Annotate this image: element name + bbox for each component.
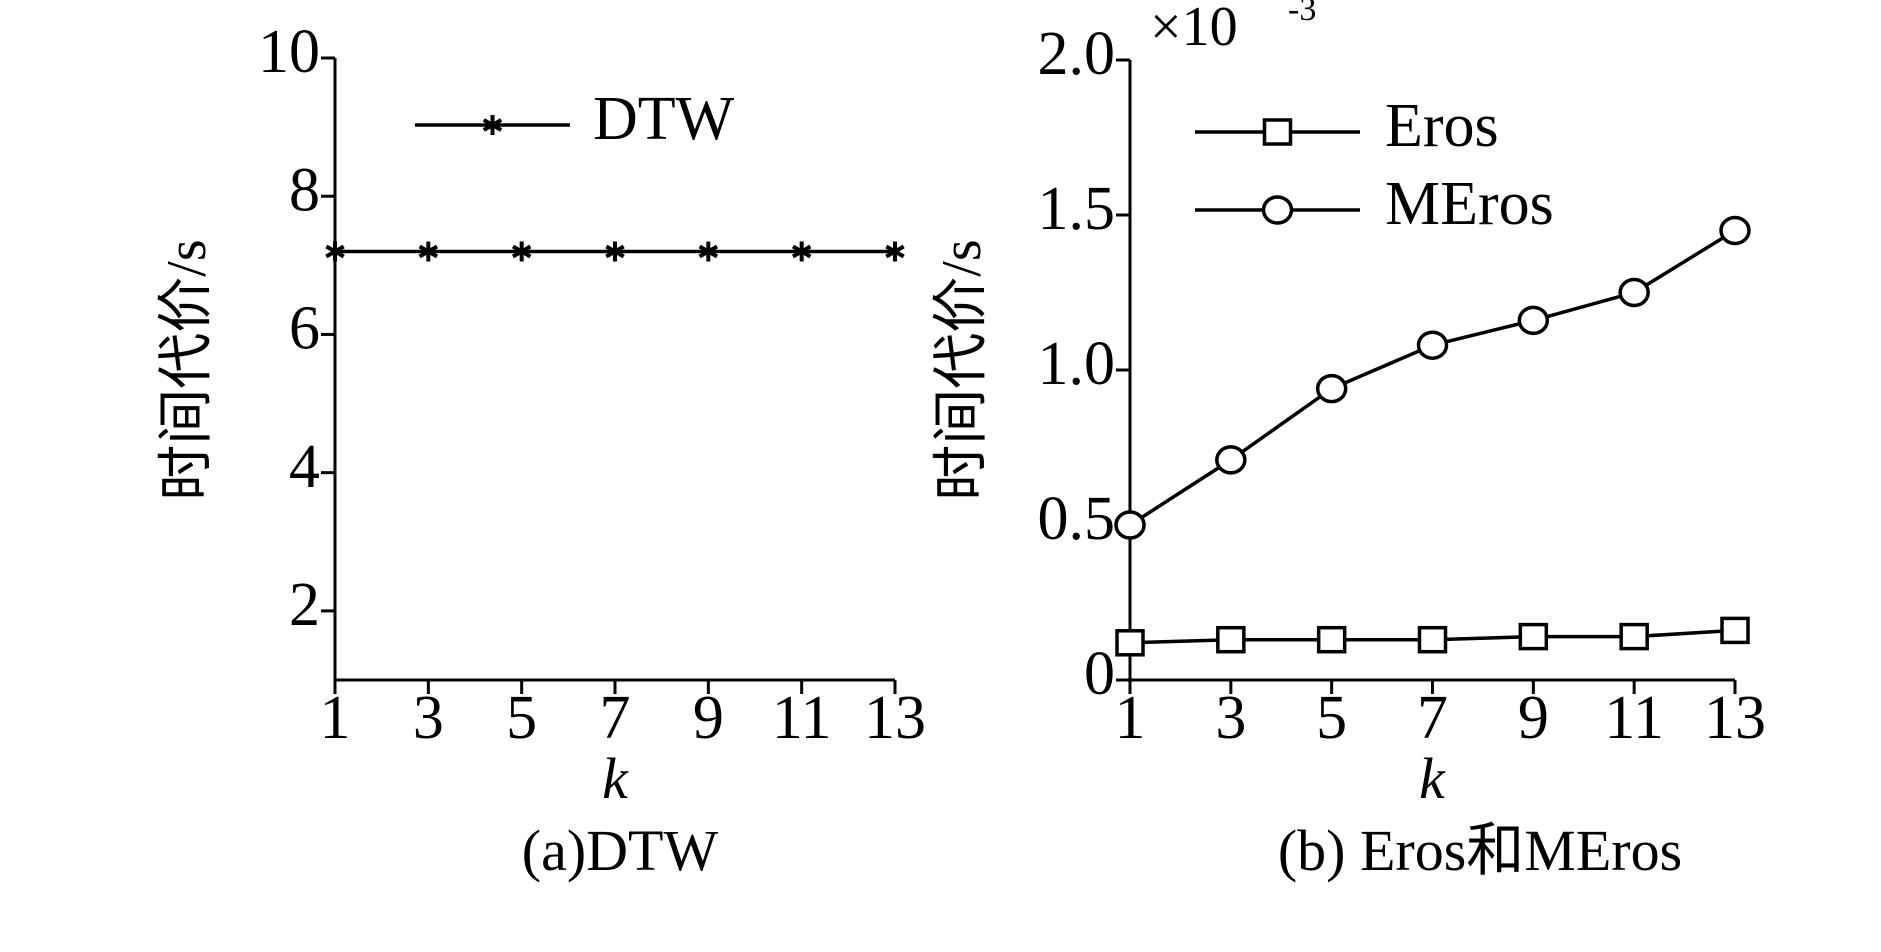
- marker-stroke: [885, 244, 905, 259]
- y-tick-label: 0: [1084, 640, 1115, 708]
- panel-caption: (b) Eros和MEros: [1278, 818, 1682, 883]
- data-point: [1316, 625, 1347, 654]
- legend-label: DTW: [593, 85, 735, 153]
- x-axis-label: k: [602, 746, 629, 811]
- data-point: [1114, 510, 1146, 540]
- y-axis-label: 时间代价/s: [156, 239, 218, 500]
- marker-stroke: [605, 244, 625, 259]
- data-point: [1215, 445, 1247, 475]
- panel-caption: (a)DTW: [522, 818, 719, 883]
- y-tick-label: 2.0: [1038, 20, 1116, 88]
- data-point: [418, 241, 439, 262]
- x-tick-label: 11: [772, 684, 832, 752]
- y-tick-label: 4: [289, 433, 320, 501]
- data-point: [1720, 616, 1750, 645]
- marker-stroke: [325, 244, 345, 259]
- x-tick-label: 9: [693, 684, 724, 752]
- x-tick-label: 13: [1704, 684, 1766, 752]
- data-point: [1416, 330, 1449, 360]
- x-tick-label: 5: [506, 684, 537, 752]
- x-tick-label: 13: [864, 684, 926, 752]
- x-axis-label: k: [1419, 746, 1446, 811]
- y-axis-label: 时间代价/s: [931, 239, 993, 500]
- data-point: [1619, 622, 1649, 651]
- legend-label: MEros: [1385, 170, 1554, 238]
- data-point: [1417, 625, 1448, 654]
- y-tick-label: 2: [289, 571, 320, 639]
- series-line-meros: [1129, 229, 1736, 527]
- data-point: [1315, 373, 1348, 404]
- marker-stroke: [791, 244, 812, 259]
- x-tick-label: 5: [1316, 684, 1347, 752]
- marker-stroke: [482, 118, 503, 132]
- y-tick-label: 1.0: [1038, 330, 1116, 398]
- x-tick-label: 7: [600, 684, 631, 752]
- y-tick-label: 10: [258, 18, 320, 86]
- marker-stroke: [418, 244, 439, 259]
- y-tick-label: 6: [289, 295, 320, 363]
- legend-marker: [1261, 195, 1294, 225]
- x-tick-label: 7: [1417, 684, 1448, 752]
- marker-stroke: [511, 244, 532, 259]
- x-tick-label: 1: [1115, 684, 1146, 752]
- y-tick-label: 1.5: [1038, 175, 1116, 243]
- y-tick-label: 8: [289, 156, 320, 224]
- exponent-power: -3: [1288, 0, 1316, 28]
- data-point: [885, 241, 905, 262]
- data-point: [791, 241, 812, 262]
- data-point: [1517, 305, 1550, 336]
- legend-marker: [482, 115, 503, 135]
- data-point: [605, 241, 625, 262]
- exponent-label: ×10: [1150, 0, 1238, 58]
- data-point: [1216, 625, 1246, 654]
- marker-stroke: [698, 244, 719, 259]
- x-tick-label: 11: [1604, 684, 1664, 752]
- data-point: [1518, 622, 1549, 651]
- data-point: [511, 241, 532, 262]
- legend-label: Eros: [1385, 92, 1499, 160]
- data-point: [1618, 277, 1650, 308]
- x-tick-label: 3: [413, 684, 444, 752]
- data-point: [325, 241, 345, 262]
- y-tick-label: 0.5: [1038, 485, 1116, 553]
- data-point: [1115, 629, 1145, 657]
- x-tick-label: 1: [320, 684, 351, 752]
- data-point: [1719, 215, 1751, 246]
- data-point: [698, 241, 719, 262]
- legend-marker: [1262, 118, 1293, 146]
- x-tick-label: 3: [1215, 684, 1246, 752]
- x-tick-label: 9: [1518, 684, 1549, 752]
